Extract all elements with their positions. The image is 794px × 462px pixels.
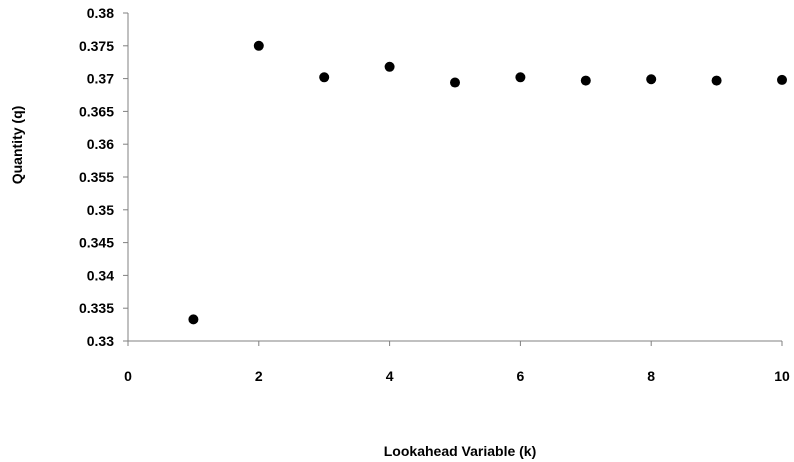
data-point: [711, 75, 722, 86]
data-point: [188, 314, 199, 325]
data-point: [580, 75, 591, 86]
y-tick-label: 0.335: [79, 300, 114, 316]
x-tick-label: 6: [517, 368, 525, 384]
x-tick-label: 0: [124, 368, 132, 384]
data-point: [777, 74, 787, 85]
data-point: [253, 40, 264, 51]
y-tick-label: 0.375: [79, 38, 114, 54]
data-point: [384, 61, 395, 72]
data-point: [319, 72, 330, 83]
data-point: [646, 74, 657, 85]
x-tick-label: 8: [647, 368, 655, 384]
axes: [127, 13, 782, 342]
y-tick-label: 0.345: [79, 235, 114, 251]
x-tick-label: 2: [255, 368, 263, 384]
x-tick-label: 10: [774, 368, 790, 384]
y-tick-label: 0.38: [87, 5, 114, 21]
x-ticks: 0 2 4 6 8 10: [124, 341, 790, 384]
y-ticks: 0.33 0.335 0.34 0.345 0.35 0.355 0.36 0.365 0.37…: [79, 5, 128, 349]
y-tick-label: 0.34: [87, 267, 114, 283]
data-point: [450, 77, 460, 88]
x-axis-title: Lookahead Variable (k): [384, 443, 537, 459]
y-tick-label: 0.35: [87, 202, 114, 218]
y-tick-label: 0.33: [87, 333, 114, 349]
y-axis-title: Quantity (q): [9, 106, 25, 185]
y-tick-label: 0.37: [87, 71, 114, 87]
y-tick-label: 0.355: [79, 169, 114, 185]
y-tick-label: 0.365: [79, 103, 114, 119]
y-tick-label: 0.36: [87, 136, 114, 152]
x-tick-label: 4: [386, 368, 394, 384]
data-point: [515, 72, 526, 83]
data-points: [188, 40, 787, 325]
